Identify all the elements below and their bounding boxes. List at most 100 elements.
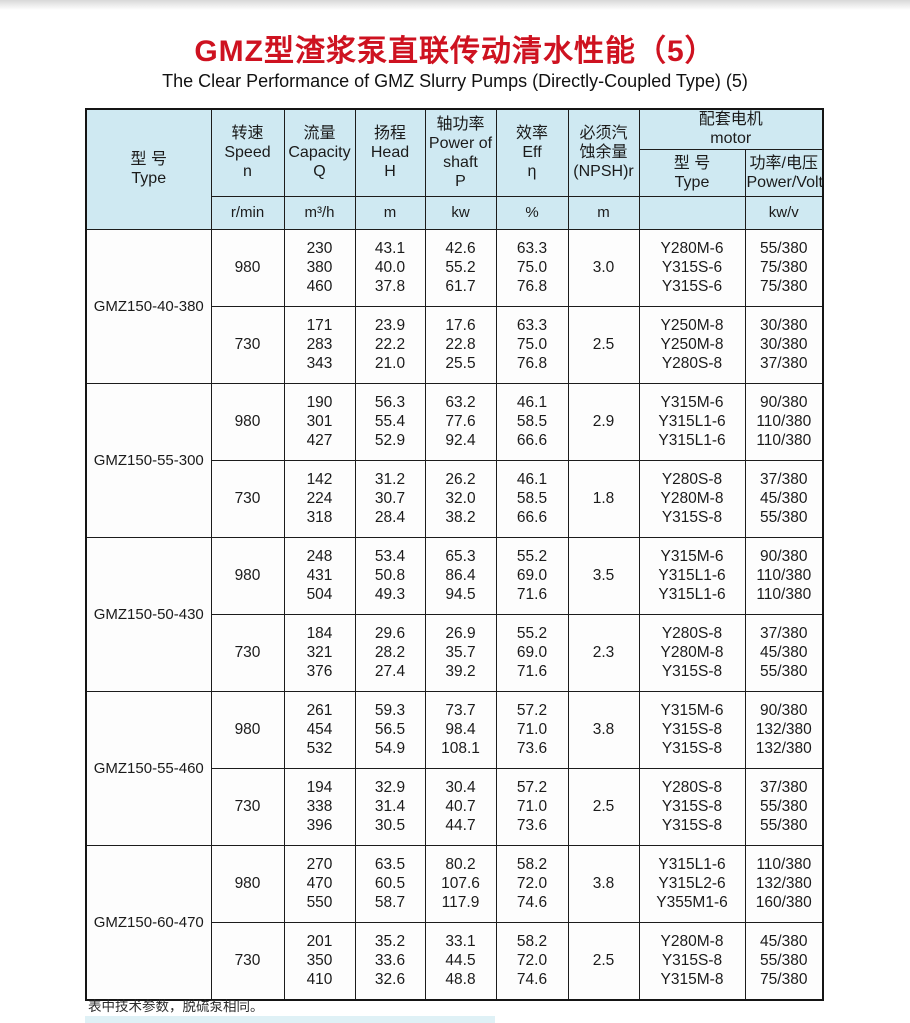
motor-model-values: Y280M-6 Y315S-6 Y315S-6 — [638, 228, 746, 307]
motor-power-voltage-values: 37/380 45/380 55/380 — [744, 613, 824, 692]
shaft-power-values: 30.4 40.7 44.7 — [424, 767, 497, 846]
unit-shaft-power: kw — [424, 195, 497, 230]
eff-values: 46.1 58.5 66.6 — [495, 459, 569, 538]
eff-values: 63.3 75.0 76.8 — [495, 305, 569, 384]
eff-values: 58.2 72.0 74.6 — [495, 844, 569, 923]
motor-model-values: Y315M-6 Y315L1-6 Y315L1-6 — [638, 382, 746, 461]
speed-value: 730 — [210, 767, 285, 846]
footnote: 表中技术参数，脱硫泵相同。 — [88, 999, 264, 1014]
speed-value: 730 — [210, 613, 285, 692]
header-shaft-power: 轴功率 Power of shaft P — [424, 108, 497, 197]
data-row: GMZ150-60-470 980 270 470 550 63.5 60.5 58.7 80.… — [85, 844, 824, 1000]
motor-power-voltage-values: 110/380 132/380 160/380 — [744, 844, 824, 923]
motor-power-voltage-values: 90/380 110/380 110/380 — [744, 536, 824, 615]
unit-head: m — [354, 195, 426, 230]
pump-model-name: GMZ150-40-380 — [85, 228, 212, 384]
eff-values: 46.1 58.5 66.6 — [495, 382, 569, 461]
capacity-values: 142 224 318 — [283, 459, 356, 538]
pump-model-name: GMZ150-55-300 — [85, 382, 212, 538]
head-values: 35.2 33.6 32.6 — [354, 921, 426, 1000]
header-head: 扬程 Head H — [354, 108, 426, 197]
photo-edge — [0, 0, 910, 10]
data-row: 730 142 224 318 31.2 30.7 28.4 26.2 32.0 38.2 46.1… — [86, 459, 824, 538]
data-row: 730 184 321 376 29.6 28.2 27.4 26.9 35.7 39.2 55.2… — [86, 613, 824, 692]
speed-value: 980 — [210, 844, 285, 923]
capacity-values: 190 301 427 — [283, 382, 356, 461]
unit-eff: % — [495, 195, 569, 230]
eff-values: 55.2 69.0 71.6 — [495, 536, 569, 615]
pump-performance-table: 型 号 Type 转速 Speed n 流量 Capacity Q 扬程 Hea… — [85, 108, 825, 1001]
npsh-value: 2.5 — [567, 767, 640, 846]
eff-values: 63.3 75.0 76.8 — [495, 228, 569, 307]
shaft-power-values: 65.3 86.4 94.5 — [424, 536, 497, 615]
capacity-values: 248 431 504 — [283, 536, 356, 615]
speed-value: 730 — [210, 921, 285, 1000]
header-capacity: 流量 Capacity Q — [283, 108, 356, 197]
motor-power-voltage-values: 37/380 55/380 55/380 — [744, 767, 824, 846]
npsh-value: 3.0 — [567, 228, 640, 307]
shaft-power-values: 17.6 22.8 25.5 — [424, 305, 497, 384]
capacity-values: 171 283 343 — [283, 305, 356, 384]
capacity-values: 201 350 410 — [283, 921, 356, 1000]
shaft-power-values: 63.2 77.6 92.4 — [424, 382, 497, 461]
capacity-values: 261 454 532 — [283, 690, 356, 769]
unit-motor-model — [638, 195, 746, 230]
npsh-value: 1.8 — [567, 459, 640, 538]
npsh-value: 2.5 — [567, 305, 640, 384]
head-values: 31.2 30.7 28.4 — [354, 459, 426, 538]
head-values: 23.9 22.2 21.0 — [354, 305, 426, 384]
pump-model-name: GMZ150-50-430 — [85, 536, 212, 692]
capacity-values: 230 380 460 — [283, 228, 356, 307]
eff-values: 57.2 71.0 73.6 — [495, 690, 569, 769]
head-values: 53.4 50.8 49.3 — [354, 536, 426, 615]
data-row: 730 171 283 343 23.9 22.2 21.0 17.6 22.8 25.5 63.3… — [86, 305, 824, 384]
header-eff: 效率 Eff η — [495, 108, 569, 197]
capacity-values: 184 321 376 — [283, 613, 356, 692]
shaft-power-values: 80.2 107.6 117.9 — [424, 844, 497, 923]
eff-values: 55.2 69.0 71.6 — [495, 613, 569, 692]
speed-value: 980 — [210, 536, 285, 615]
head-values: 56.3 55.4 52.9 — [354, 382, 426, 461]
speed-value: 980 — [210, 228, 285, 307]
header-motor-model: 型 号 Type — [638, 148, 746, 197]
unit-npsh: m — [567, 195, 640, 230]
data-row: GMZ150-55-460 980 261 454 532 59.3 56.5 54.9 73.… — [85, 690, 824, 846]
motor-power-voltage-values: 55/380 75/380 75/380 — [744, 228, 824, 307]
capacity-values: 194 338 396 — [283, 767, 356, 846]
npsh-value: 2.3 — [567, 613, 640, 692]
header-motor-power: 功率/电压 Power/Voltage — [744, 148, 824, 197]
shaft-power-values: 33.1 44.5 48.8 — [424, 921, 497, 1000]
unit-motor-power: kw/v — [744, 195, 824, 230]
head-values: 29.6 28.2 27.4 — [354, 613, 426, 692]
header-motor-group: 配套电机 motor — [638, 108, 824, 150]
header-npsh: 必须汽 蚀余量 (NPSH)r — [567, 108, 640, 197]
motor-power-voltage-values: 45/380 55/380 75/380 — [744, 921, 824, 1000]
eff-values: 58.2 72.0 74.6 — [495, 921, 569, 1000]
speed-value: 980 — [210, 382, 285, 461]
shaft-power-values: 26.9 35.7 39.2 — [424, 613, 497, 692]
next-page-cutoff — [85, 1016, 495, 1023]
header-model: 型 号 Type — [85, 108, 212, 230]
motor-power-voltage-values: 30/380 30/380 37/380 — [744, 305, 824, 384]
head-values: 63.5 60.5 58.7 — [354, 844, 426, 923]
npsh-value: 3.8 — [567, 844, 640, 923]
pump-model-name: GMZ150-55-460 — [85, 690, 212, 846]
motor-model-values: Y280S-8 Y280M-8 Y315S-8 — [638, 613, 746, 692]
speed-value: 730 — [210, 305, 285, 384]
header-speed: 转速 Speed n — [210, 108, 285, 197]
npsh-value: 2.9 — [567, 382, 640, 461]
shaft-power-values: 26.2 32.0 38.2 — [424, 459, 497, 538]
head-values: 59.3 56.5 54.9 — [354, 690, 426, 769]
motor-power-voltage-values: 37/380 45/380 55/380 — [744, 459, 824, 538]
speed-value: 730 — [210, 459, 285, 538]
data-row: GMZ150-55-300 980 190 301 427 56.3 55.4 52.9 63.… — [85, 382, 824, 538]
page-subtitle: The Clear Performance of GMZ Slurry Pump… — [162, 71, 748, 91]
table-body: GMZ150-40-380 980 230 380 460 43.1 40.0 37.8 42.… — [85, 228, 824, 1000]
motor-model-values: Y315M-6 Y315S-8 Y315S-8 — [638, 690, 746, 769]
motor-model-values: Y280S-8 Y280M-8 Y315S-8 — [638, 459, 746, 538]
unit-speed: r/min — [210, 195, 285, 230]
motor-model-values: Y315L1-6 Y315L2-6 Y355M1-6 — [638, 844, 746, 923]
unit-capacity: m³/h — [283, 195, 356, 230]
data-row: GMZ150-40-380 980 230 380 460 43.1 40.0 37.8 42.… — [85, 228, 824, 384]
